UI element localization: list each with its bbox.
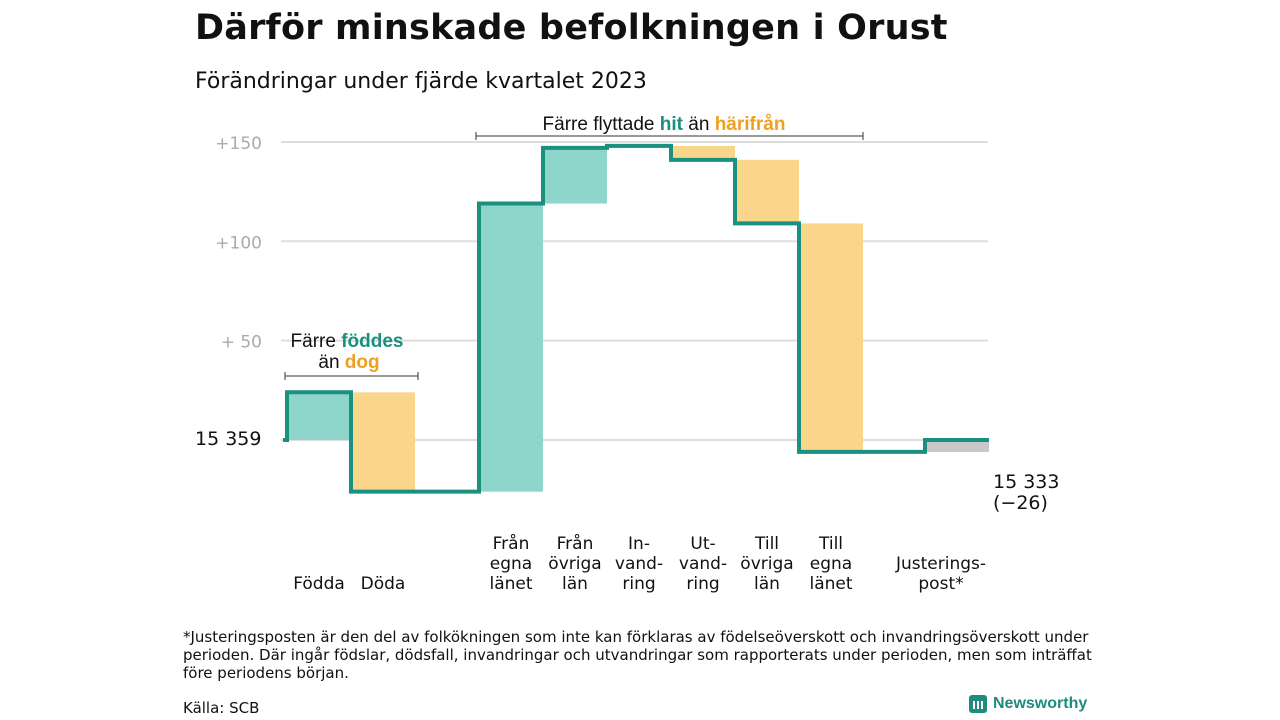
bar-till-egna-länet — [799, 223, 863, 452]
births-annotation-line1: Färre föddes — [291, 331, 404, 352]
bar-ut-vandring — [671, 145, 735, 160]
category-label-line: Döda — [360, 574, 406, 594]
end-value: 15 333 — [993, 471, 1060, 493]
newsworthy-logo-icon — [969, 695, 987, 713]
migration-annotation: Färre flyttade hit än härifrån — [543, 114, 786, 135]
births-annotation-line2: än dog — [318, 352, 379, 373]
category-label: Födda — [274, 574, 364, 594]
footnote: *Justeringsposten är den del av folkökni… — [183, 628, 1092, 682]
category-label: In-vand-ring — [594, 534, 684, 594]
y-tick-label: +100 — [215, 233, 262, 253]
category-label: Från egna länet — [466, 534, 556, 594]
category-label: Till övriga län — [722, 534, 812, 594]
category-label-line: Till — [818, 534, 844, 554]
y-tick-label: +150 — [215, 134, 262, 154]
bar-döda — [351, 392, 415, 492]
bar-födda — [287, 392, 351, 440]
brand-logo[interactable]: Newsworthy — [969, 695, 1087, 713]
category-label-line: övriga — [740, 554, 794, 574]
annotations: Färre flyttade hit än härifrån Färre född… — [284, 114, 864, 380]
category-label: Justerings-post* — [881, 554, 1001, 594]
end-change: (−26) — [993, 492, 1048, 514]
category-label-line: In- — [628, 534, 650, 554]
category-label-line: ring — [686, 574, 720, 594]
start-value-label: 15 359 — [195, 428, 262, 450]
source-label: Källa: SCB — [183, 699, 260, 717]
category-label: Från övriga län — [530, 534, 620, 594]
category-label: Till egna länet — [786, 534, 876, 594]
y-tick-labels: + 50 +100 +150 — [215, 134, 262, 353]
bar-från-egna-länet — [479, 203, 543, 492]
category-label: Ut-vand-ring — [658, 534, 748, 594]
bars — [287, 145, 989, 492]
step-line-path — [283, 143, 989, 494]
end-value-label: 15 333 (−26) — [993, 472, 1059, 514]
category-label-line: länet — [489, 574, 533, 594]
step-line — [283, 143, 989, 494]
category-label-line: post* — [918, 574, 964, 594]
category-label-line: länet — [809, 574, 853, 594]
category-label-line: vand- — [678, 554, 728, 574]
brand-name: Newsworthy — [993, 695, 1088, 712]
category-label-line: Födda — [293, 574, 345, 594]
chart-title: Därför minskade befolkningen i Orust — [195, 8, 948, 48]
bar-till-övriga-län — [735, 159, 799, 224]
category-label-line: Ut- — [690, 534, 716, 554]
category-label-line: övriga — [548, 554, 602, 574]
y-tick-label: + 50 — [221, 333, 262, 353]
category-label-line: egna — [809, 554, 853, 574]
category-label-line: egna — [489, 554, 533, 574]
category-label-line: län — [754, 574, 780, 594]
category-label-line: Justerings- — [895, 554, 987, 574]
bar-från-övriga-län — [543, 147, 607, 204]
category-label-line: ring — [622, 574, 656, 594]
category-label-line: vand- — [614, 554, 664, 574]
category-label-line: Från — [492, 534, 530, 554]
bar-justerings-post- — [925, 440, 989, 452]
chart-subtitle: Förändringar under fjärde kvartalet 2023 — [195, 69, 647, 94]
category-label-line: län — [562, 574, 588, 594]
category-label: Döda — [338, 574, 428, 594]
category-label-line: Till — [754, 534, 780, 554]
category-label-line: Från — [556, 534, 594, 554]
